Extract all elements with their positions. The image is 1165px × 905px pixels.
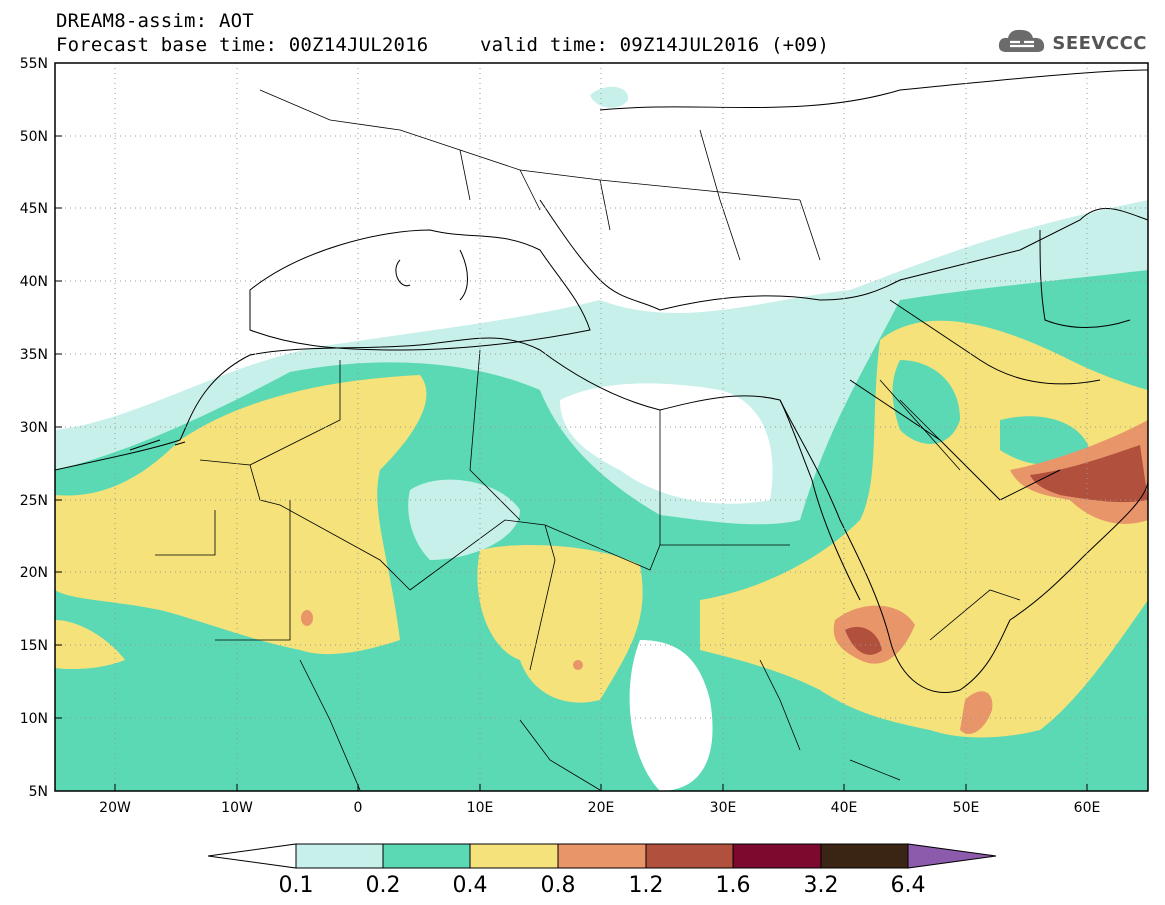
seevccc-logo: SEEVCCC [996,26,1147,60]
colorbar-swatch-0.4 [469,843,559,869]
valid-time: valid time: 09Z14JUL2016 (+09) [480,34,830,56]
colorbar-swatch-1.2 [645,843,734,869]
lat-label-30n: 30N [20,420,48,436]
colorbar-high-triangle [907,843,997,869]
colorbar-label-0: 0.1 [279,873,314,898]
colorbar-label-3: 0.8 [541,873,576,898]
colorbar [207,843,997,869]
aot-band-0.8-somalia [960,691,993,734]
colorbar-label-2: 0.4 [453,873,488,898]
aot-band-0.4-west [55,375,427,655]
colorbar-label-4: 1.2 [629,873,664,898]
aot-band-0.4-iraq-hole [892,360,960,444]
aot-hole-egypt [560,383,773,504]
lon-label-60e: 60E [1074,800,1101,816]
lon-label-30e: 30E [710,800,737,816]
lon-label-40e: 40E [831,800,858,816]
lat-label-5n: 5N [29,784,48,800]
colorbar-label-5: 1.6 [716,873,751,898]
lon-label-10w: 10W [221,800,253,816]
lat-label-25n: 25N [20,493,48,509]
aot-hole-sahara [408,479,520,560]
lat-label-35n: 35N [20,347,48,363]
aot-band-1.2-yemen [845,626,882,655]
aot-contours [55,63,1148,791]
lon-label-20e: 20E [588,800,615,816]
forecast-base-time: Forecast base time: 00Z14JUL2016 [56,34,429,56]
colorbar-swatch-1.6 [732,843,822,869]
lon-label-0: 0 [354,800,363,816]
aot-band-0.4-arab-hole [1000,416,1090,465]
map-title: DREAM8-assim: AOT [56,10,254,32]
lon-label-10e: 10E [467,800,494,816]
lat-label-40n: 40N [20,274,48,290]
colorbar-swatch-3.2 [820,843,909,869]
country-borders [155,89,1021,791]
logo-text: SEEVCCC [1052,32,1147,54]
colorbar-swatch-0.1 [295,843,384,869]
lat-label-10n: 10N [20,711,48,727]
lon-label-20w: 20W [99,800,131,816]
colorbar-swatch-0.2 [382,843,471,869]
colorbar-swatch-0.8 [557,843,647,869]
gridlines [55,63,1148,791]
lat-label-50n: 50N [20,129,48,145]
axis-ticks [55,135,1088,791]
aot-spot-mali [301,610,313,626]
lat-label-45n: 45N [20,201,48,217]
lat-label-20n: 20N [20,565,48,581]
cloud-icon [996,26,1048,60]
aot-spot-chad [573,660,583,670]
colorbar-label-1: 0.2 [366,873,401,898]
coastlines [55,69,1148,694]
lat-label-15n: 15N [20,638,48,654]
lon-label-50e: 50E [953,800,980,816]
colorbar-label-7: 6.4 [891,873,926,898]
lat-label-55n: 55N [20,56,48,72]
colorbar-low-triangle [207,843,297,869]
aot-band-1.2 [1030,445,1148,503]
aot-hole-nile [629,640,713,791]
aot-band-0.1-europe [590,86,629,108]
colorbar-label-6: 3.2 [804,873,839,898]
